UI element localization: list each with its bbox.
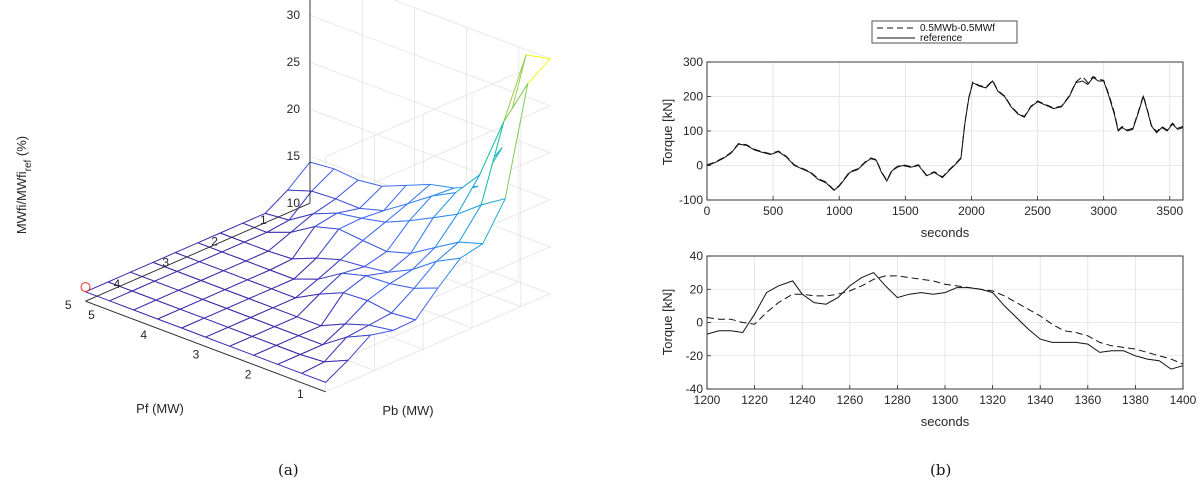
tick-label-x: 1200	[694, 393, 721, 407]
tick-label-y: 0	[696, 159, 703, 173]
axis-ticks: 0 500 1000 1500 2000 2500 3000 3500-10001002003…	[679, 55, 1184, 218]
tick-label-y: 100	[683, 124, 703, 138]
tick-label-x: 1000	[826, 204, 853, 218]
tick-label-pb: 3	[193, 348, 200, 362]
pb-axis-line	[85, 300, 326, 393]
tick-label-x: 1260	[836, 393, 863, 407]
tick-label-x: 1340	[1027, 393, 1054, 407]
tick-label-pf: 5	[65, 298, 72, 312]
tick-label-pf: 4	[114, 277, 121, 291]
tick-label-z: 25	[287, 55, 301, 69]
tick-label-x: 3000	[1090, 204, 1117, 218]
x-axis-label: Pf (MW)	[136, 401, 184, 416]
tick-label-z: 20	[287, 102, 301, 116]
z-axis-label-main: MWfi/MWfi	[14, 171, 29, 234]
legend-label-solid: reference	[920, 33, 963, 44]
torque-zoom-plot: 1200 1220 1240 1260 1280 1300 1320 1340 1360 1380…	[660, 249, 1197, 479]
tick-label-pb: 2	[245, 367, 252, 381]
surface-plot: 1234512345101520253035 Pf (MW) Pb (MW) M…	[14, 0, 552, 479]
plot-frame	[706, 61, 1184, 201]
legend: 0.5MWb-0.5MWf reference	[871, 20, 1018, 44]
tick-label-x: 2500	[1024, 204, 1051, 218]
series-line-0-5mwb-0-5mwf	[706, 75, 1184, 191]
tick-label-x: 500	[763, 204, 783, 218]
y-axis-label: Pb (MW)	[382, 403, 433, 418]
tick-label-z: 30	[287, 8, 301, 22]
tick-label-y: 0	[696, 316, 703, 330]
tick-label-x: 1220	[741, 393, 768, 407]
tick-label-z: 15	[287, 149, 301, 163]
panel-label-a: (a)	[278, 461, 299, 479]
tick-label-x: 1320	[979, 393, 1006, 407]
x-axis-label: seconds	[921, 414, 970, 429]
tick-label-pb: 1	[297, 387, 304, 401]
tick-label-x: 1500	[892, 204, 919, 218]
tick-label-pb: 4	[140, 328, 147, 342]
tick-label-y: 20	[690, 282, 704, 296]
tick-label-x: 1300	[932, 393, 959, 407]
tick-label-y: 40	[690, 249, 704, 263]
tick-label-pf: 2	[211, 234, 218, 248]
series-lines	[706, 272, 1184, 370]
tick-label-x: 1280	[884, 393, 911, 407]
series-line-reference	[706, 76, 1184, 191]
tick-label-y: 300	[683, 55, 703, 69]
tick-label-x: 2000	[958, 204, 985, 218]
tick-label-y: -40	[686, 382, 704, 396]
tick-label-x: 1400	[1170, 393, 1197, 407]
tick-label-y: 200	[683, 90, 703, 104]
tick-label-pf: 3	[162, 256, 169, 270]
tick-label-pf: 1	[260, 213, 267, 227]
plot-grid	[706, 255, 1184, 390]
pf-axis-line	[85, 202, 311, 302]
tick-label-x: 1240	[789, 393, 816, 407]
series-lines	[706, 75, 1184, 191]
tick-label-x: 1380	[1122, 393, 1149, 407]
tick-label-y: -100	[679, 193, 703, 207]
z-axis-label: MWfi/MWfiref (%)	[14, 136, 34, 234]
surface-ticks: 1234512345101520253035	[65, 0, 326, 401]
tick-label-pb: 5	[88, 308, 95, 322]
minimum-marker	[80, 282, 91, 293]
y-axis-label: Torque [kN]	[660, 99, 675, 165]
tick-label-x: 3500	[1156, 204, 1183, 218]
panel-label-b: (b)	[930, 461, 951, 479]
plot-grid	[706, 61, 1183, 201]
tick-label-x: 0	[704, 204, 711, 218]
y-axis-label: Torque [kN]	[660, 289, 675, 355]
tick-label-z: 10	[287, 196, 301, 210]
wall-grid-line	[309, 14, 552, 205]
tick-label-y: -20	[686, 349, 704, 363]
x-axis-label: seconds	[921, 225, 970, 240]
tick-label-x: 1360	[1074, 393, 1101, 407]
series-line-reference	[706, 272, 1184, 370]
torque-full-plot: 0.5MWb-0.5MWf reference 0 500 1000 1500 2000…	[660, 20, 1184, 240]
series-line-0-5mwb-0-5mwf	[706, 275, 1184, 365]
z-axis-label-unit: (%)	[14, 136, 29, 160]
z-axis-label-sub: ref	[23, 159, 34, 171]
plot-frame	[706, 255, 1184, 390]
axis-ticks: 1200 1220 1240 1260 1280 1300 1320 1340 1360 1380…	[686, 249, 1197, 407]
legend-label-dashed: 0.5MWb-0.5MWf	[920, 23, 995, 34]
